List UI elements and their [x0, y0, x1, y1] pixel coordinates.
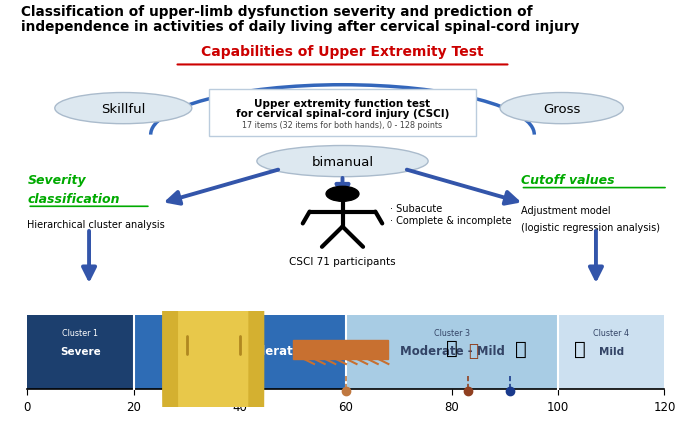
- Text: Gross: Gross: [543, 102, 580, 115]
- Text: Severe: Severe: [60, 346, 101, 356]
- FancyBboxPatch shape: [209, 90, 476, 137]
- Ellipse shape: [500, 93, 623, 124]
- Text: 17 items (32 items for both hands), 0 - 128 points: 17 items (32 items for both hands), 0 - …: [242, 121, 443, 130]
- Text: independence in activities of daily living after cervical spinal-cord injury: independence in activities of daily livi…: [21, 20, 579, 34]
- Text: Skillful: Skillful: [101, 102, 145, 115]
- Text: Moderate - Mild: Moderate - Mild: [399, 344, 505, 357]
- Text: Capabilities of Upper Extremity Test: Capabilities of Upper Extremity Test: [201, 45, 484, 59]
- Text: Cluster 1: Cluster 1: [62, 328, 99, 337]
- Text: Adjustment model: Adjustment model: [521, 205, 610, 215]
- Text: ⚫: ⚫: [212, 345, 214, 346]
- Text: Upper extremity function test: Upper extremity function test: [254, 98, 431, 109]
- Ellipse shape: [55, 93, 192, 124]
- Text: Severity: Severity: [27, 174, 86, 187]
- Text: for cervical spinal-cord injury (CSCI): for cervical spinal-cord injury (CSCI): [236, 109, 449, 118]
- Text: classification: classification: [27, 192, 120, 205]
- Text: Cluster 3: Cluster 3: [434, 328, 470, 337]
- Circle shape: [326, 187, 359, 202]
- Text: Hierarchical cluster analysis: Hierarchical cluster analysis: [27, 219, 165, 229]
- Text: Severe - Moderate: Severe - Moderate: [178, 344, 301, 357]
- Text: Mild: Mild: [599, 346, 624, 356]
- FancyBboxPatch shape: [293, 340, 388, 359]
- Text: · Subacute: · Subacute: [390, 204, 443, 214]
- Circle shape: [163, 0, 264, 426]
- Text: bimanual: bimanual: [312, 155, 373, 168]
- Text: 🚿: 🚿: [446, 338, 458, 357]
- Text: 👕: 👕: [515, 339, 527, 358]
- Bar: [346, 315, 558, 389]
- Text: 👖: 👖: [573, 339, 586, 358]
- Bar: [27, 315, 134, 389]
- Text: · Complete & incomplete: · Complete & incomplete: [390, 216, 512, 226]
- Bar: [558, 315, 664, 389]
- Text: (logistic regression analysis): (logistic regression analysis): [521, 222, 660, 232]
- Bar: [134, 315, 346, 389]
- Circle shape: [179, 0, 248, 426]
- Ellipse shape: [257, 146, 428, 177]
- Text: Cutoff values: Cutoff values: [521, 174, 614, 187]
- Text: Classification of upper-limb dysfunction severity and prediction of: Classification of upper-limb dysfunction…: [21, 5, 532, 19]
- Text: Cluster 2: Cluster 2: [222, 328, 258, 337]
- Text: Cluster 4: Cluster 4: [593, 328, 630, 337]
- Text: 🧍: 🧍: [469, 341, 478, 359]
- Text: CSCI 71 participants: CSCI 71 participants: [289, 256, 396, 267]
